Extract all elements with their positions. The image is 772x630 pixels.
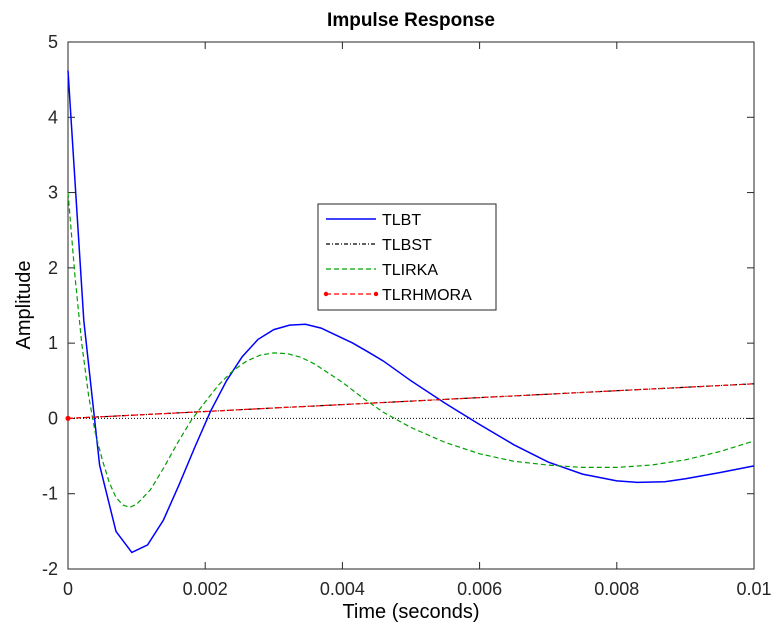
y-tick-label: 3 bbox=[48, 183, 58, 203]
x-tick-label: 0.01 bbox=[736, 579, 771, 599]
series-line-tlbt bbox=[67, 70, 755, 554]
legend-label-tlbst: TLBST bbox=[382, 237, 432, 254]
legend: TLBT TLBST TLIRKA TLRHMORA bbox=[317, 203, 497, 311]
y-tick-label: 2 bbox=[48, 258, 58, 278]
series-layer bbox=[65, 70, 755, 554]
legend-box bbox=[317, 203, 497, 311]
series-marker-tlrhmora bbox=[65, 415, 71, 421]
y-axis-label: Amplitude bbox=[13, 261, 35, 350]
chart-title: Impulse Response bbox=[327, 10, 495, 31]
legend-marker-left bbox=[323, 291, 329, 297]
x-tick-label: 0.004 bbox=[320, 579, 365, 599]
y-tick-label: 4 bbox=[48, 107, 58, 127]
y-tick-label: -2 bbox=[42, 559, 58, 579]
y-tick-label: 5 bbox=[48, 32, 58, 52]
legend-label-tlirka: TLIRKA bbox=[382, 262, 438, 279]
y-tick-label: 1 bbox=[48, 333, 58, 353]
x-tick-label: 0.002 bbox=[183, 579, 228, 599]
series-line-tlrhmora bbox=[67, 383, 755, 419]
y-tick-label: 0 bbox=[48, 408, 58, 428]
legend-marker-right bbox=[373, 291, 379, 297]
axis-ticks: 0 0.002 0.004 0.006 0.008 0.01 -2 -1 0 1 2 3 4 5 bbox=[42, 32, 772, 599]
x-tick-label: 0.006 bbox=[457, 579, 502, 599]
x-tick-label: 0.008 bbox=[594, 579, 639, 599]
series-line-tlirka bbox=[67, 192, 755, 508]
y-tick-label: -1 bbox=[42, 484, 58, 504]
x-axis-label: Time (seconds) bbox=[342, 601, 479, 623]
legend-label-tlbt: TLBT bbox=[382, 212, 421, 229]
legend-label-tlrhmora: TLRHMORA bbox=[382, 287, 472, 304]
x-tick-label: 0 bbox=[63, 579, 73, 599]
